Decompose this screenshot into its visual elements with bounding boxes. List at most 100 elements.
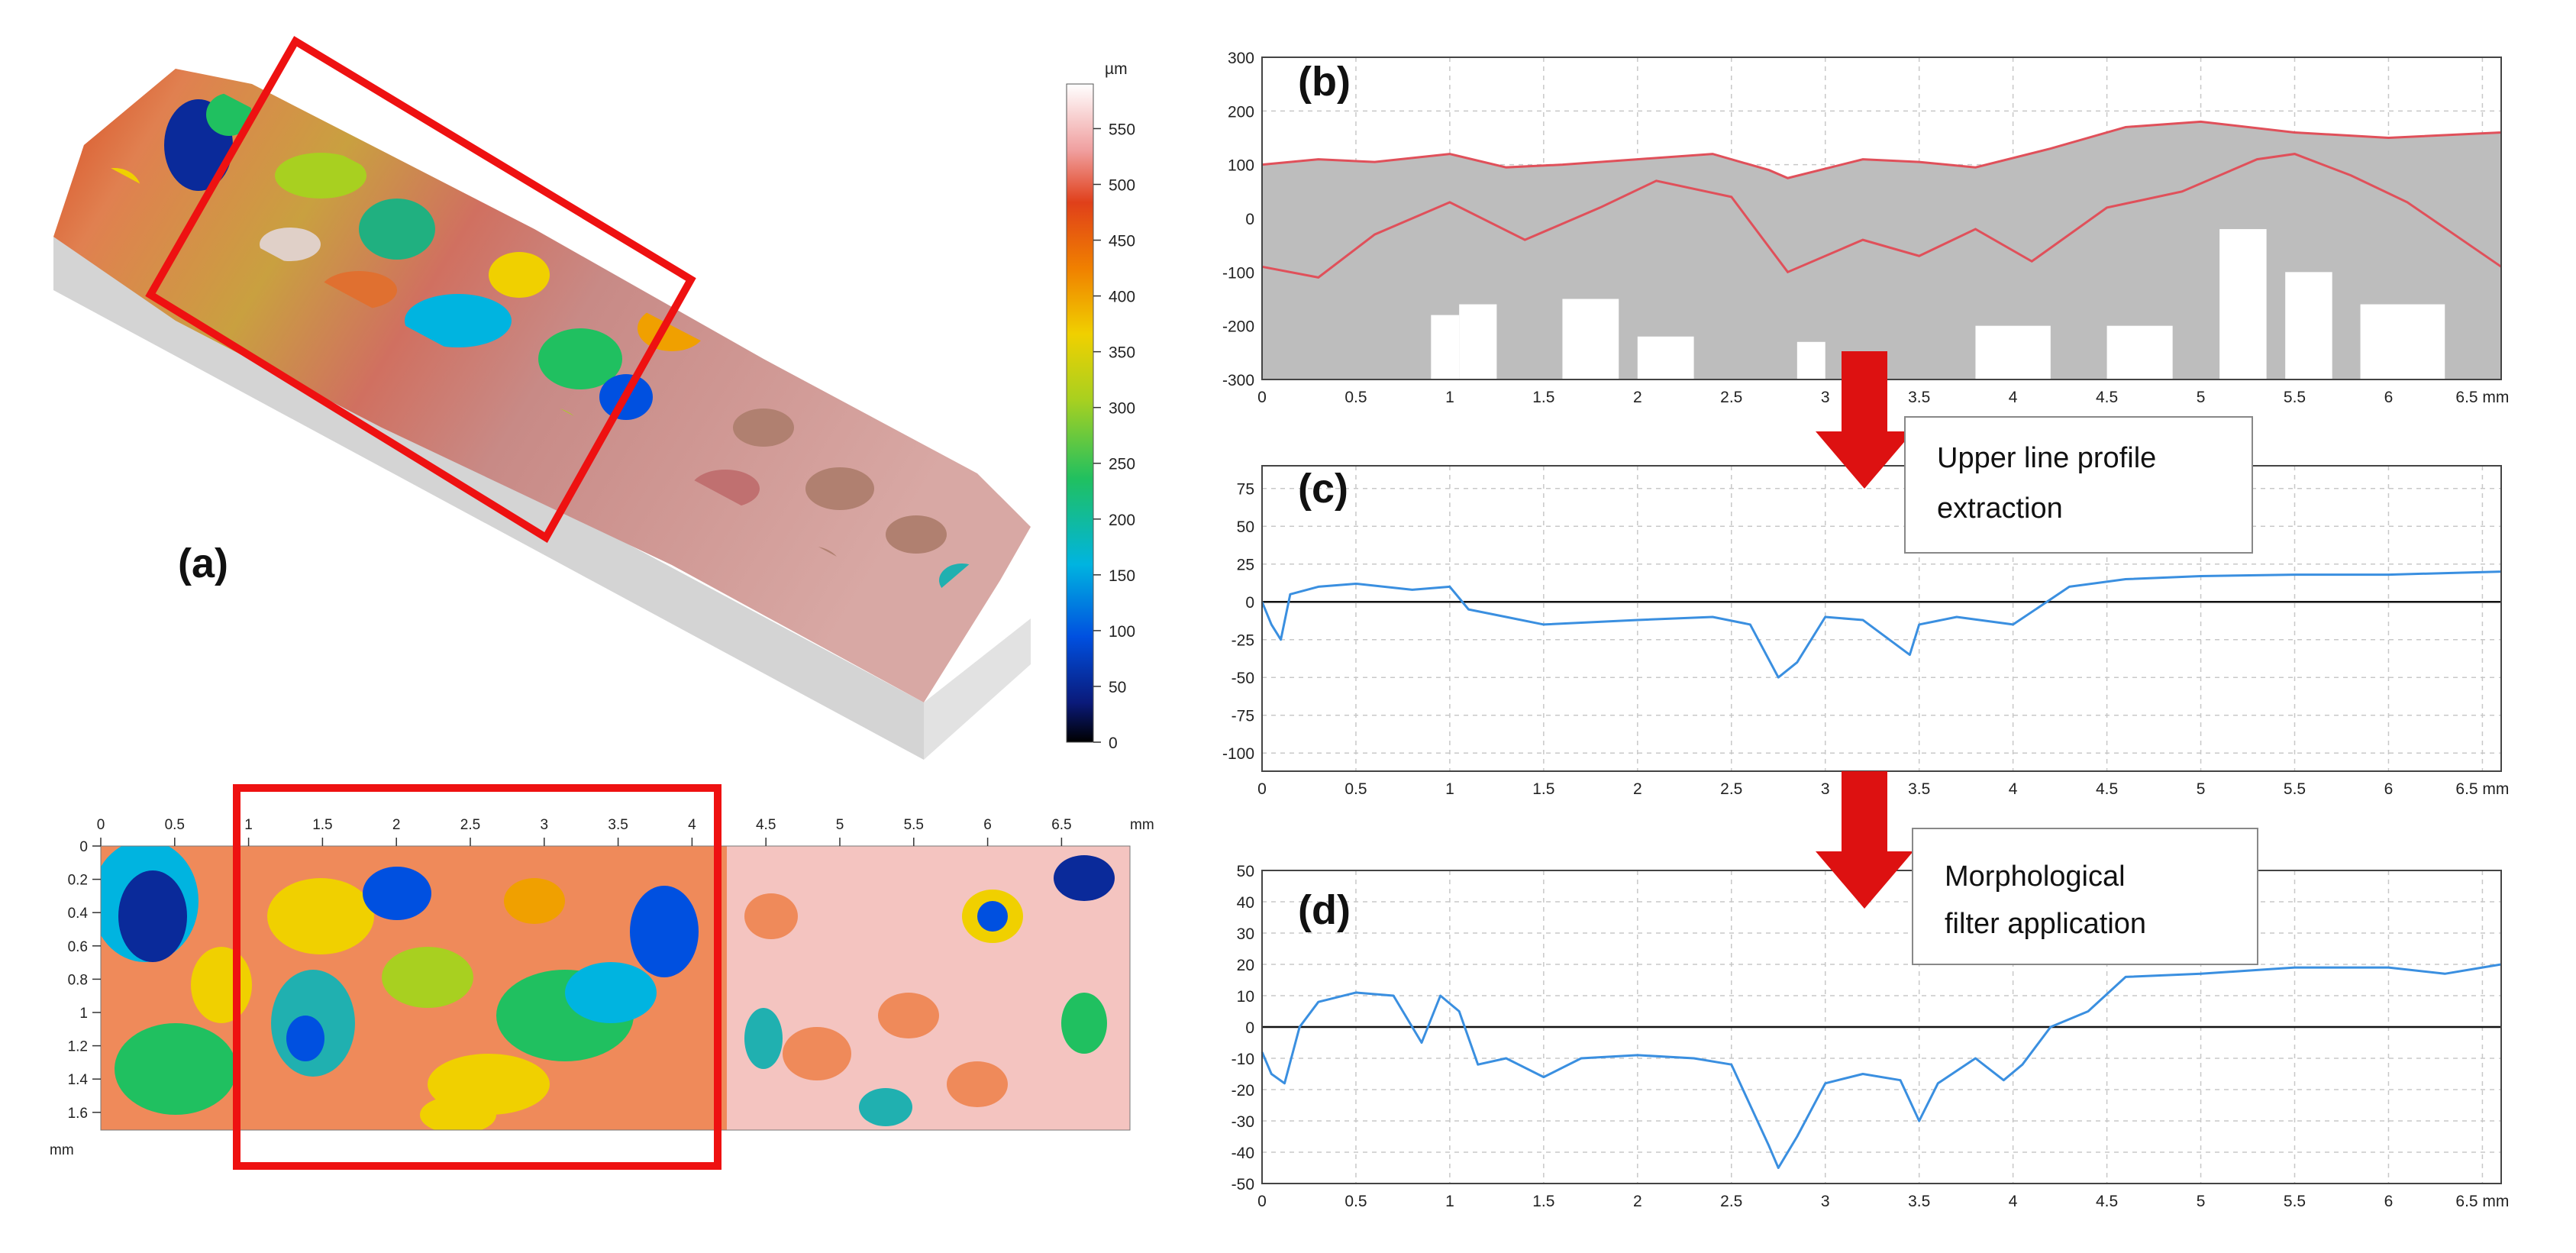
map-y-tick-label: 1.6	[68, 1106, 88, 1122]
y-tick-label: 0	[1245, 1019, 1254, 1037]
x-tick-label: 3.5	[1908, 389, 1930, 406]
y-tick-label: -50	[1232, 1176, 1254, 1193]
y-tick-label: -200	[1222, 318, 1254, 336]
series-line-upper-line-profile	[1261, 570, 2502, 679]
selection-box-map	[233, 784, 721, 1170]
plot-area	[1262, 466, 2501, 771]
x-tick-label: 2	[1633, 389, 1642, 406]
series-line-filtered-profile	[1261, 963, 2502, 1169]
envelope-gap	[2219, 229, 2267, 379]
x-tick-label: 3.5	[1908, 1193, 1930, 1210]
series-line-upper-envelope	[1261, 120, 2502, 179]
x-tick-label: 3.5	[1908, 780, 1930, 798]
x-tick-label: 6	[2384, 1193, 2394, 1210]
map-x-tick-label: 1	[244, 817, 253, 833]
y-tick-label: -20	[1232, 1082, 1254, 1100]
selection-box-3d	[145, 36, 696, 543]
colorbar-tick-label: 200	[1109, 512, 1135, 529]
x-tick-label: 3	[1821, 389, 1830, 406]
map-y-tick-label: 1.4	[68, 1072, 89, 1088]
map-x-tick-label: 6	[983, 817, 992, 833]
panel-label-c: (c)	[1298, 466, 1348, 512]
x-tick-label: 4.5	[2096, 780, 2118, 798]
callout-morph-line1: Morphological	[1945, 861, 2126, 893]
x-tick-label: 6.5 mm	[2455, 1193, 2509, 1210]
map-y-tick-label: 1.2	[68, 1039, 88, 1055]
callout-upper-line2: extraction	[1937, 492, 2063, 525]
envelope-gap	[1796, 341, 1825, 379]
envelope-gap	[1975, 325, 2051, 379]
envelope-gap	[2360, 304, 2445, 379]
colorbar-tick-label: 150	[1109, 567, 1135, 585]
callout-morph-line2: filter application	[1945, 908, 2146, 940]
x-tick-label: 2.5	[1720, 780, 1742, 798]
x-tick-label: 4.5	[2096, 1193, 2118, 1210]
colorbar-tick-label: 400	[1109, 289, 1135, 306]
colorbar-tick-label: 450	[1109, 233, 1135, 250]
map-x-tick-label: 4.5	[756, 817, 776, 833]
map-y-tick-label: 0.6	[68, 939, 88, 955]
callout-morph-filter: Morphological filter application	[1912, 828, 2258, 965]
y-tick-label: 10	[1237, 988, 1254, 1006]
x-tick-label: 1.5	[1532, 780, 1554, 798]
map-x-tick-label: 5.5	[904, 817, 924, 833]
x-tick-label: 0.5	[1344, 1193, 1367, 1210]
x-tick-label: 5.5	[2284, 780, 2306, 798]
colorbar-tick-label: 100	[1109, 623, 1135, 641]
map-x-tick-label: 0.5	[165, 817, 185, 833]
x-tick-label: 2.5	[1720, 1193, 1742, 1210]
map-y-tick-label: 0.4	[68, 906, 89, 922]
envelope-gap	[1459, 304, 1497, 379]
panel-label-d: (d)	[1298, 887, 1351, 933]
y-tick-label: 0	[1245, 211, 1254, 228]
y-tick-label: 50	[1237, 863, 1254, 880]
x-tick-label: 1	[1445, 780, 1454, 798]
x-tick-label: 4	[2009, 389, 2018, 406]
colorbar-tick-label: 50	[1109, 679, 1126, 696]
y-tick-label: -75	[1232, 708, 1254, 725]
x-tick-label: 4.5	[2096, 389, 2118, 406]
panel-a-3d-surface: (a)	[53, 36, 1031, 760]
height-map: 0 0.5 1 1.5 2 2.5 3 3.5 4 4.5 5 5.5 6 6.5 mm 0 0.2 0.4 0.6…	[50, 784, 1154, 1170]
y-tick-label: 100	[1228, 157, 1254, 175]
x-tick-label: 2.5	[1720, 389, 1742, 406]
colorbar-unit: µm	[1105, 60, 1128, 78]
envelope-gap	[1637, 336, 1694, 379]
map-x-tick-label: 4	[688, 817, 696, 833]
y-tick-label: 20	[1237, 957, 1254, 974]
colorbar-tick-label: 250	[1109, 456, 1135, 473]
x-tick-label: 5	[2197, 1193, 2206, 1210]
map-x-tick-label: 2	[392, 817, 401, 833]
colorbar-tick-label: 0	[1109, 735, 1118, 752]
y-tick-label: 25	[1237, 557, 1254, 574]
map-x-tick-label: 6.5	[1051, 817, 1071, 833]
height-map-axes: 0 0.5 1 1.5 2 2.5 3 3.5 4 4.5 5 5.5 6 6.5 mm 0 0.2 0.4 0.6…	[50, 817, 1154, 1158]
y-tick-label: 200	[1228, 103, 1254, 121]
x-tick-label: 2	[1633, 780, 1642, 798]
envelope-gap	[1562, 299, 1619, 379]
series-line-mean-line	[1261, 153, 2502, 279]
colorbar-tick-label: 350	[1109, 344, 1135, 362]
map-x-tick-label: 0	[97, 817, 105, 833]
surface-base-front	[924, 618, 1031, 760]
map-x-tick-label: 5	[836, 817, 844, 833]
map-x-unit: mm	[1130, 817, 1154, 833]
map-y-tick-label: 1	[79, 1006, 88, 1022]
colorbar-tick-label: 500	[1109, 176, 1135, 194]
y-tick-label: -30	[1232, 1113, 1254, 1131]
y-tick-label: 30	[1237, 925, 1254, 943]
panel-label-b: (b)	[1298, 59, 1351, 105]
x-tick-label: 6	[2384, 780, 2394, 798]
x-tick-label: 4	[2009, 1193, 2018, 1210]
x-tick-label: 5	[2197, 780, 2206, 798]
x-tick-label: 0	[1257, 389, 1267, 406]
map-y-tick-label: 0.2	[68, 873, 88, 889]
chart-d: 0 0.5 1 1.5 2 2.5 3 3.5 4 4.5 5 5.5 6 6.5 mm 50 40 30 20 1…	[1232, 863, 2510, 1210]
envelope-gap	[1431, 315, 1460, 379]
y-tick-label: -100	[1222, 745, 1254, 763]
x-tick-label: 2	[1633, 1193, 1642, 1210]
callout-upper-profile: Upper line profile extraction	[1904, 416, 2253, 554]
